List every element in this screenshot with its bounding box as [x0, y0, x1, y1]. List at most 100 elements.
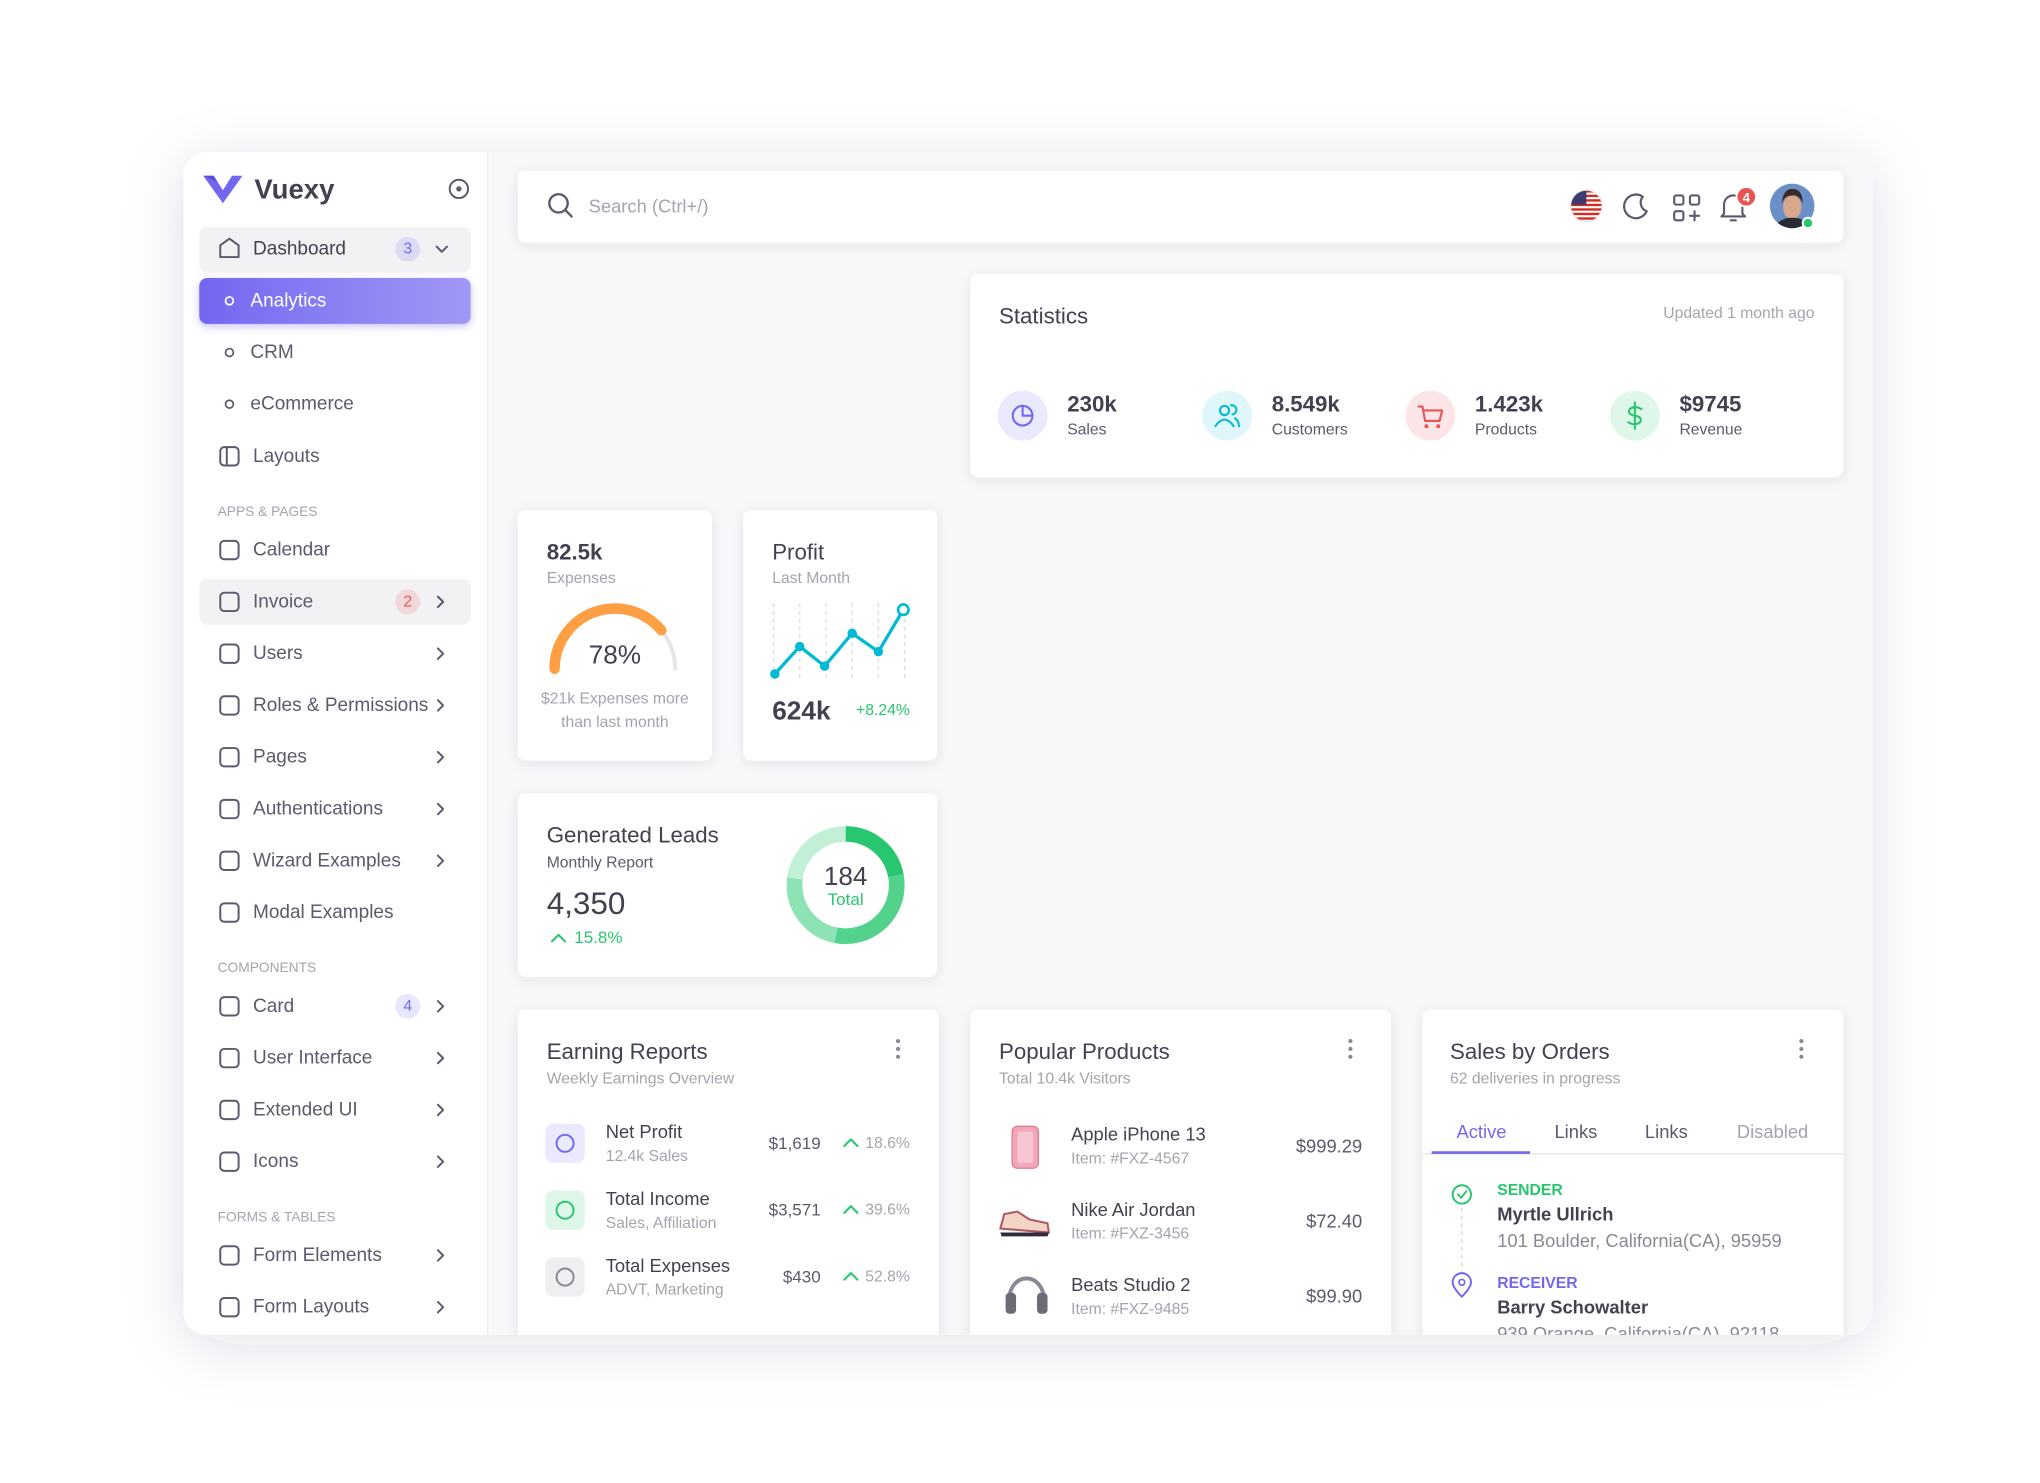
shortcuts-icon[interactable] — [1688, 194, 1701, 206]
card-note: $21k Expenses more — [541, 690, 689, 707]
search-input[interactable]: Search (Ctrl+/) — [589, 195, 709, 216]
stat-icon — [1214, 404, 1240, 428]
flag-stripe — [1570, 203, 1603, 207]
timeline-label: RECEIVER — [1497, 1275, 1578, 1292]
row-title: Total Expenses — [606, 1255, 730, 1276]
collapse-toggle[interactable] — [448, 178, 470, 200]
notification-count: 4 — [1743, 190, 1751, 205]
chevron-right — [436, 854, 445, 868]
menu-item-label[interactable]: Icons — [253, 1151, 298, 1172]
sidebar — [183, 152, 488, 1335]
stat-value: 8.549k — [1272, 391, 1341, 416]
timeline-label: SENDER — [1497, 1182, 1563, 1199]
notification-badge[interactable] — [1735, 185, 1758, 208]
kebab-dot[interactable] — [895, 1046, 901, 1052]
kebab-dot[interactable] — [1348, 1046, 1353, 1052]
row-icon-bg — [545, 1190, 585, 1230]
submenu-label[interactable]: CRM — [250, 342, 293, 363]
row-change: 39.6% — [865, 1202, 910, 1219]
menu-item-label[interactable]: Authentications — [253, 799, 383, 820]
donut-segment — [786, 826, 905, 945]
receiver-icon-dot — [1458, 1278, 1466, 1287]
menu-icon — [219, 798, 240, 820]
menu-badge-text: 2 — [403, 593, 412, 610]
menu-item-label[interactable]: Calendar — [253, 540, 331, 561]
brand-name: Vuexy — [254, 173, 335, 204]
profit-line — [773, 608, 905, 676]
gauge-arc — [549, 603, 667, 674]
menu-item-open-bg[interactable] — [199, 226, 471, 273]
shortcuts-icon[interactable] — [1673, 194, 1685, 206]
row-title: Net Profit — [606, 1121, 682, 1142]
kebab-dot[interactable] — [1348, 1038, 1353, 1044]
menu-icon — [219, 695, 240, 716]
menu-item-label[interactable]: Invoice — [253, 591, 313, 612]
submenu-dot — [224, 347, 235, 358]
menu-item-label[interactable]: Form Elements — [253, 1245, 382, 1266]
profit-point — [896, 603, 910, 617]
menu-item-label[interactable]: Layouts — [253, 446, 320, 467]
theme-toggle — [1623, 193, 1648, 220]
gauge-value: 78% — [589, 639, 641, 669]
stat-label: Products — [1475, 422, 1537, 439]
menu-badge — [395, 993, 421, 1019]
row-icon — [555, 1133, 575, 1153]
profit-point — [770, 669, 780, 679]
card-change: +8.24% — [856, 702, 910, 719]
card-value: 4,350 — [547, 886, 626, 921]
profit-point — [819, 661, 830, 671]
row-subtitle: 12.4k Sales — [606, 1148, 688, 1165]
product-item: Item: #FXZ-3456 — [1071, 1226, 1189, 1243]
up-arrow — [843, 1272, 859, 1281]
kebab-dot[interactable] — [1348, 1054, 1353, 1059]
row-amount: $430 — [783, 1268, 821, 1287]
submenu-label[interactable]: eCommerce — [250, 394, 353, 415]
chevron-right — [436, 802, 445, 816]
stat-icon — [1021, 404, 1034, 417]
flag-stripe — [1570, 208, 1603, 211]
shortcuts-icon[interactable] — [1673, 210, 1685, 222]
language-flag[interactable] — [1570, 189, 1603, 223]
kebab-dot[interactable] — [1799, 1054, 1804, 1059]
brand-logo — [203, 175, 243, 204]
menu-icon — [219, 850, 240, 871]
stat-icon — [1218, 404, 1231, 417]
menu-item-label[interactable]: Wizard Examples — [253, 850, 401, 871]
card-value: 624k — [772, 696, 831, 726]
menu-item-active[interactable] — [199, 278, 471, 324]
menu-item-label[interactable]: Extended UI — [253, 1099, 358, 1120]
chevron-right — [436, 1000, 445, 1013]
menu-item-label[interactable]: Roles & Permissions — [253, 695, 428, 716]
row-change: 52.8% — [865, 1269, 910, 1286]
menu-badge — [395, 236, 421, 262]
stat-value: 230k — [1067, 391, 1117, 416]
orders-card — [1422, 1009, 1844, 1335]
card-title: Earning Reports — [547, 1039, 708, 1064]
kebab-dot[interactable] — [1799, 1038, 1804, 1044]
menu-item-label[interactable]: Card — [253, 996, 294, 1017]
earning-card — [517, 1009, 939, 1335]
menu-item-label[interactable]: Users — [253, 643, 303, 664]
tab[interactable]: Active — [1457, 1121, 1507, 1142]
tab[interactable]: Links — [1554, 1121, 1597, 1142]
tab[interactable]: Links — [1645, 1121, 1688, 1142]
product-price: $999.29 — [1296, 1135, 1362, 1156]
search-icon-handle — [563, 208, 573, 218]
menu-item-label[interactable]: Form Layouts — [253, 1297, 369, 1318]
menu-icon — [219, 747, 240, 768]
product-name: Beats Studio 2 — [1071, 1274, 1190, 1295]
menu-item-label[interactable]: Pages — [253, 747, 307, 768]
stat-icon — [1424, 424, 1429, 429]
stat-label: Customers — [1272, 422, 1348, 439]
menu-item-label[interactable]: User Interface — [253, 1048, 372, 1069]
submenu-label[interactable]: Analytics — [250, 290, 326, 311]
kebab-dot[interactable] — [895, 1054, 901, 1059]
menu-item-label[interactable]: Modal Examples — [253, 902, 393, 923]
kebab-dot[interactable] — [1799, 1046, 1804, 1052]
kebab-dot[interactable] — [895, 1038, 901, 1044]
flag-stripe — [1570, 212, 1603, 216]
menu-item-label[interactable]: Dashboard — [253, 239, 346, 260]
product-price: $99.90 — [1306, 1286, 1362, 1307]
navbar — [517, 170, 1844, 243]
